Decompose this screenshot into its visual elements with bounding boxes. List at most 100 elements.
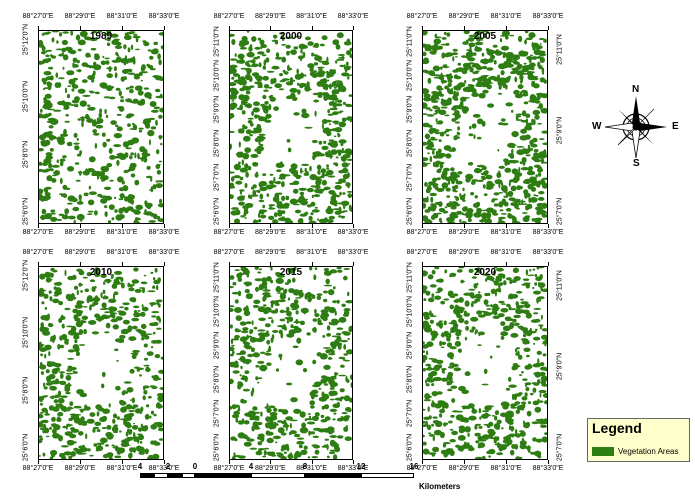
scale-bar-label: 12 xyxy=(356,462,366,471)
compass-east-label: E xyxy=(672,121,679,132)
graticule-tick xyxy=(464,262,465,266)
longitude-label-top: 88°31'0"E xyxy=(106,249,138,256)
latitude-label: 25°9'0"N xyxy=(556,116,564,145)
longitude-label-bottom: 88°33'0"E xyxy=(337,229,369,236)
vegetation-raster xyxy=(39,267,163,459)
vegetation-raster xyxy=(423,31,547,223)
latitude-label: 25°12'0"N xyxy=(22,259,30,292)
graticule-tick xyxy=(38,460,39,464)
graticule-tick xyxy=(353,224,354,228)
latitude-label: 25°11'0"N xyxy=(556,270,564,301)
latitude-label: 25°7'0"N xyxy=(556,197,564,226)
longitude-label-top: 88°29'0"E xyxy=(64,249,96,256)
graticule-tick xyxy=(506,224,507,228)
graticule-tick xyxy=(548,224,549,228)
graticule-tick xyxy=(270,224,272,228)
graticule-tick xyxy=(464,224,465,228)
graticule-tick xyxy=(270,26,272,30)
graticule-tick xyxy=(80,26,81,30)
longitude-label-bottom: 88°31'0"E xyxy=(106,229,138,236)
compass-south-label: S xyxy=(633,158,640,169)
map-panel-2015 xyxy=(229,266,353,460)
longitude-label-bottom: 88°29'0"E xyxy=(448,465,480,472)
longitude-label-bottom: 88°27'0"E xyxy=(406,465,438,472)
graticule-tick xyxy=(353,460,354,464)
vegetation-raster xyxy=(230,31,352,223)
legend-title: Legend xyxy=(592,420,642,436)
graticule-tick xyxy=(229,262,230,266)
longitude-label-bottom: 88°27'0"E xyxy=(213,229,245,236)
vegetation-raster xyxy=(230,267,352,459)
graticule-tick xyxy=(122,224,123,228)
longitude-label-bottom: 88°33'0"E xyxy=(148,229,180,236)
longitude-label-top: 88°27'0"E xyxy=(213,249,245,256)
scale-bar-segment xyxy=(251,473,305,478)
latitude-label: 25°9'0"N xyxy=(556,352,564,381)
compass-north-label: N xyxy=(632,84,640,95)
longitude-label-bottom: 88°27'0"E xyxy=(406,229,438,236)
longitude-label-bottom: 88°31'0"E xyxy=(296,229,328,236)
longitude-label-top: 88°27'0"E xyxy=(22,13,54,20)
graticule-tick xyxy=(464,26,465,30)
map-panel-1989 xyxy=(38,30,164,224)
longitude-label-bottom: 88°33'0"E xyxy=(532,229,564,236)
longitude-label-bottom: 88°27'0"E xyxy=(22,465,54,472)
latitude-label: 25°6'0"N xyxy=(406,197,414,226)
latitude-label: 25°11'0"N xyxy=(556,34,564,65)
latitude-label: 25°12'0"N xyxy=(22,23,30,56)
longitude-label-bottom: 88°27'0"E xyxy=(22,229,54,236)
latitude-label: 25°10'0"N xyxy=(22,317,30,349)
latitude-label: 25°6'0"N xyxy=(213,197,221,226)
longitude-label-top: 88°31'0"E xyxy=(296,249,328,256)
graticule-tick xyxy=(164,460,165,464)
longitude-label-bottom: 88°31'0"E xyxy=(296,465,328,472)
longitude-label-top: 88°33'0"E xyxy=(532,13,564,20)
longitude-label-top: 88°33'0"E xyxy=(148,249,180,256)
longitude-label-bottom: 88°31'0"E xyxy=(106,465,138,472)
longitude-label-bottom: 88°29'0"E xyxy=(448,229,480,236)
legend-swatch-vegetation xyxy=(592,447,614,456)
longitude-label-top: 88°31'0"E xyxy=(296,13,328,20)
longitude-label-top: 88°31'0"E xyxy=(106,13,138,20)
north-arrow-compass: N S W E xyxy=(592,84,679,171)
legend-item-vegetation: Vegetation Areas xyxy=(618,447,679,456)
longitude-label-top: 88°27'0"E xyxy=(213,13,245,20)
latitude-label: 25°8'0"N xyxy=(22,140,30,168)
graticule-tick xyxy=(422,460,423,464)
map-panel-2010 xyxy=(38,266,164,460)
longitude-label-top: 88°27'0"E xyxy=(406,13,438,20)
scale-unit-label: Kilometers xyxy=(419,482,461,491)
latitude-label: 25°6'0"N xyxy=(22,197,30,226)
graticule-tick xyxy=(311,460,313,464)
vegetation-raster xyxy=(39,31,163,223)
graticule-tick xyxy=(270,262,272,266)
map-year-label: 2020 xyxy=(473,267,497,278)
graticule-tick xyxy=(506,262,507,266)
longitude-label-bottom: 88°31'0"E xyxy=(490,465,522,472)
graticule-tick xyxy=(422,262,423,266)
longitude-label-bottom: 88°33'0"E xyxy=(337,465,369,472)
longitude-label-top: 88°33'0"E xyxy=(337,13,369,20)
latitude-label: 25°10'0"N xyxy=(22,81,30,113)
longitude-label-bottom: 88°33'0"E xyxy=(148,465,180,472)
longitude-label-top: 88°29'0"E xyxy=(64,13,96,20)
graticule-tick xyxy=(311,224,313,228)
longitude-label-top: 88°29'0"E xyxy=(448,13,480,20)
graticule-tick xyxy=(164,262,165,266)
longitude-label-top: 88°33'0"E xyxy=(148,13,180,20)
graticule-tick xyxy=(229,460,230,464)
map-panel-2005 xyxy=(422,30,548,224)
graticule-tick xyxy=(270,460,272,464)
graticule-tick xyxy=(422,26,423,30)
longitude-label-top: 88°29'0"E xyxy=(254,13,286,20)
graticule-tick xyxy=(38,26,39,30)
graticule-tick xyxy=(80,460,81,464)
latitude-label: 25°6'0"N xyxy=(22,433,30,462)
longitude-label-top: 88°27'0"E xyxy=(406,249,438,256)
map-year-label: 2010 xyxy=(89,267,113,278)
longitude-label-bottom: 88°27'0"E xyxy=(213,465,245,472)
longitude-label-bottom: 88°29'0"E xyxy=(254,465,286,472)
scale-bar-segment xyxy=(140,473,154,478)
graticule-tick xyxy=(229,26,230,30)
scale-bar-segment xyxy=(361,473,414,478)
